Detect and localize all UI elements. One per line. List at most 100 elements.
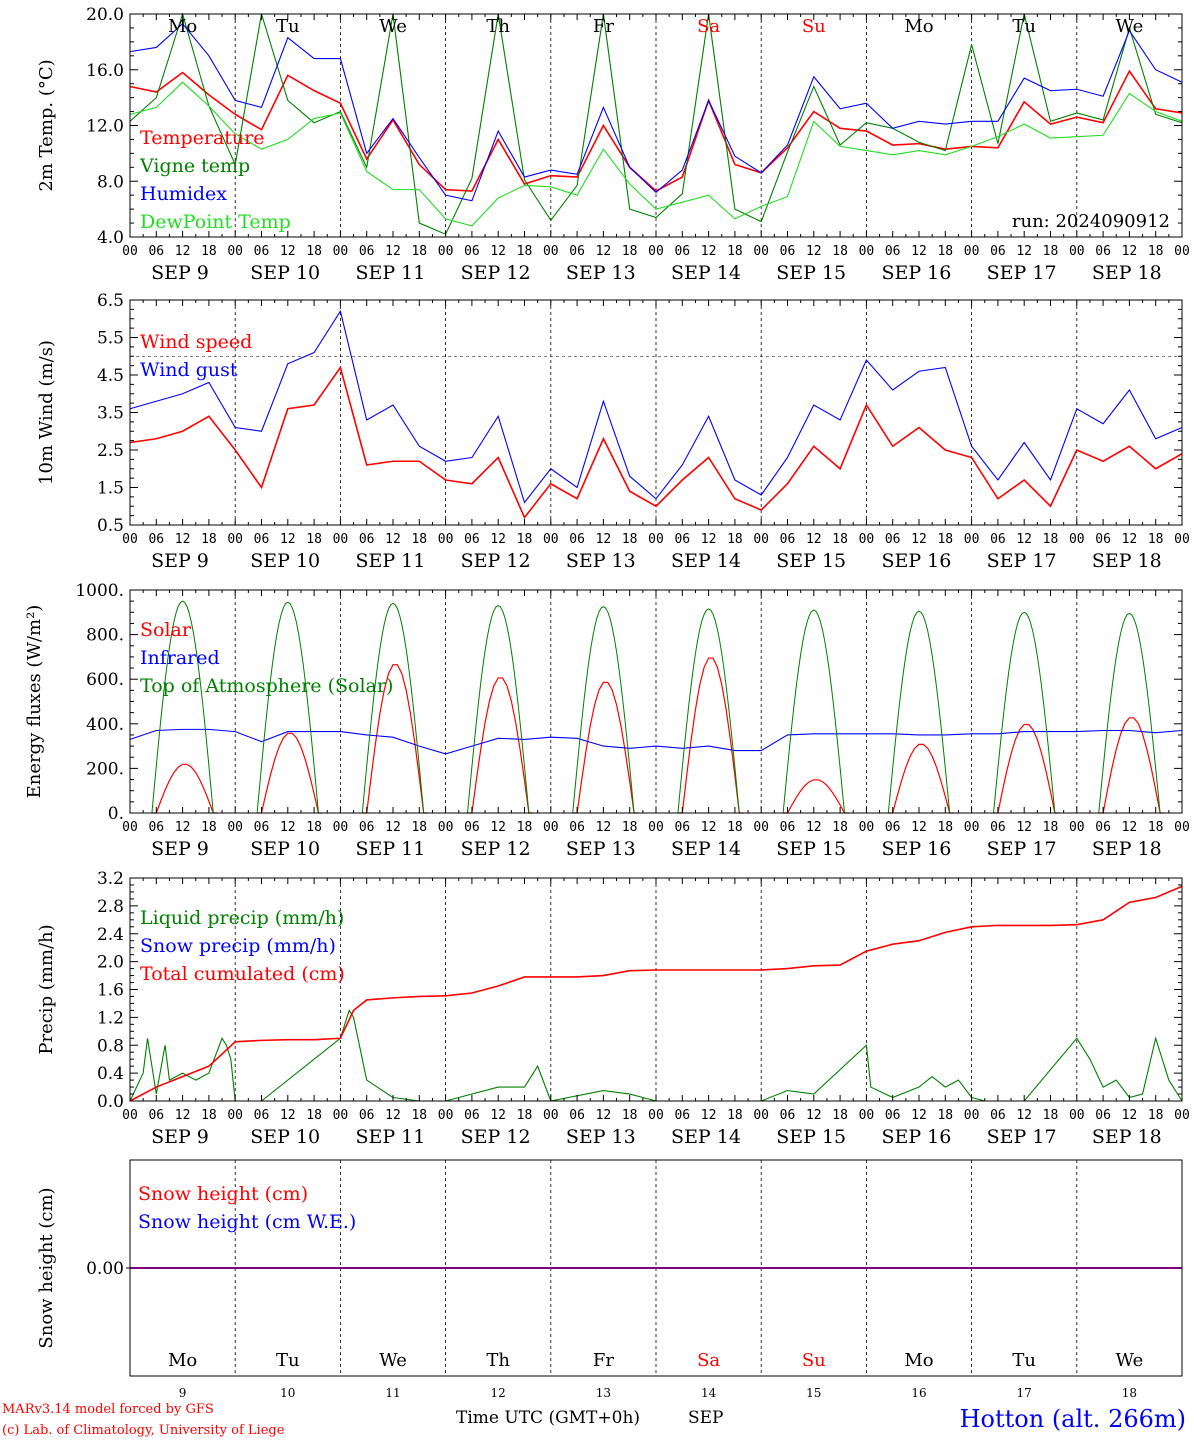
x-hour-label: 18 (937, 532, 953, 547)
x-date-label: SEP 18 (1092, 262, 1162, 284)
x-hour-label: 06 (464, 820, 480, 835)
x-hour-label: 18 (411, 820, 427, 835)
x-hour-label: 00 (438, 244, 454, 259)
x-axis-month: SEP (688, 1408, 724, 1428)
x-hour-label: 06 (254, 820, 270, 835)
x-hour-label: 06 (780, 532, 796, 547)
weekday-label: Su (802, 1350, 826, 1371)
series-line (129, 309, 1183, 504)
x-hour-label: 18 (622, 1108, 638, 1123)
toa-solar-curve (673, 608, 744, 814)
toa-solar-curve (989, 611, 1060, 814)
weekday-label: Su (802, 16, 826, 37)
y-tick-label: 0.4 (97, 1064, 124, 1084)
weekday-label: Sa (697, 1350, 720, 1371)
x-hour-label: 18 (201, 820, 217, 835)
x-hour-label: 12 (1016, 820, 1032, 835)
x-date-label: SEP 12 (461, 838, 531, 860)
x-hour-label: 12 (175, 820, 191, 835)
x-date-label: SEP 14 (671, 1126, 741, 1148)
x-date-label: SEP 12 (461, 550, 531, 572)
toa-solar-curve (568, 606, 639, 814)
x-hour-label: 00 (227, 820, 243, 835)
x-hour-label: 00 (227, 532, 243, 547)
x-hour-label: 06 (254, 1108, 270, 1123)
day-number-label: 15 (806, 1386, 821, 1400)
x-hour-label: 00 (122, 820, 138, 835)
x-hour-label: 18 (1148, 532, 1164, 547)
x-hour-label: 00 (1069, 532, 1085, 547)
weekday-label: Mo (904, 1350, 933, 1371)
series-line (129, 81, 1183, 227)
x-hour-label: 00 (753, 1108, 769, 1123)
x-hour-label: 00 (1174, 820, 1190, 835)
x-hour-label: 06 (885, 1108, 901, 1123)
x-hour-label: 18 (306, 1108, 322, 1123)
legend-label: Total cumulated (cm) (140, 963, 345, 985)
legend-label: Snow height (cm) (138, 1183, 308, 1205)
footer-lab: (c) Lab. of Climatology, University of L… (2, 1423, 285, 1438)
x-hour-label: 18 (201, 532, 217, 547)
x-hour-label: 00 (1069, 1108, 1085, 1123)
y-tick-label: 2.5 (97, 441, 124, 461)
series-line (129, 365, 1183, 520)
solar-curve (1098, 717, 1165, 814)
x-hour-label: 12 (806, 820, 822, 835)
x-date-label: SEP 9 (151, 838, 209, 860)
x-hour-label: 00 (753, 532, 769, 547)
grid-layer (130, 14, 1182, 1376)
x-hour-label: 06 (464, 532, 480, 547)
legend-label: Wind speed (140, 331, 252, 353)
x-hour-label: 18 (517, 820, 533, 835)
solar-curve (467, 677, 534, 814)
y-tick-label: 0. (108, 804, 124, 824)
x-hour-label: 06 (990, 1108, 1006, 1123)
x-hour-label: 18 (306, 820, 322, 835)
x-hour-label: 00 (859, 820, 875, 835)
x-hour-label: 00 (333, 1108, 349, 1123)
x-hour-label: 12 (911, 1108, 927, 1123)
footer-model: MARv3.14 model forced by GFS (2, 1402, 214, 1417)
series-layer (129, 12, 1183, 1269)
x-hour-label: 18 (832, 1108, 848, 1123)
x-hour-label: 06 (990, 244, 1006, 259)
plot-frame (129, 589, 1183, 814)
x-hour-label: 00 (964, 1108, 980, 1123)
solar-curve (257, 732, 323, 814)
x-hour-label: 18 (411, 244, 427, 259)
x-date-label: SEP 16 (881, 262, 951, 284)
x-hour-label: 00 (333, 244, 349, 259)
x-hour-label: 12 (701, 820, 717, 835)
x-hour-label: 12 (1122, 820, 1138, 835)
x-hour-label: 00 (753, 820, 769, 835)
x-date-label: SEP 12 (461, 262, 531, 284)
x-date-label: SEP 9 (151, 550, 209, 572)
x-hour-label: 00 (333, 820, 349, 835)
x-hour-label: 06 (674, 244, 690, 259)
x-hour-label: 00 (753, 244, 769, 259)
x-hour-label: 18 (517, 1108, 533, 1123)
series-line (129, 728, 1183, 755)
x-hour-label: 06 (780, 820, 796, 835)
x-date-label: SEP 15 (776, 1126, 846, 1148)
x-date-label: SEP 15 (776, 550, 846, 572)
x-hour-label: 18 (937, 244, 953, 259)
x-date-label: SEP 15 (776, 838, 846, 860)
x-hour-label: 12 (385, 244, 401, 259)
x-date-label: SEP 12 (461, 1126, 531, 1148)
x-hour-label: 00 (964, 820, 980, 835)
weekday-label: We (379, 1350, 407, 1371)
series-line (129, 885, 1183, 1102)
x-hour-label: 12 (701, 1108, 717, 1123)
x-hour-label: 18 (937, 820, 953, 835)
x-hour-label: 12 (490, 244, 506, 259)
x-hour-label: 18 (517, 244, 533, 259)
x-hour-label: 12 (385, 820, 401, 835)
x-date-label: SEP 14 (671, 550, 741, 572)
y-tick-label: 1000. (75, 581, 124, 601)
toa-solar-curve (778, 609, 849, 814)
x-hour-label: 12 (596, 244, 612, 259)
series-line (129, 12, 1183, 235)
x-hour-label: 12 (280, 244, 296, 259)
